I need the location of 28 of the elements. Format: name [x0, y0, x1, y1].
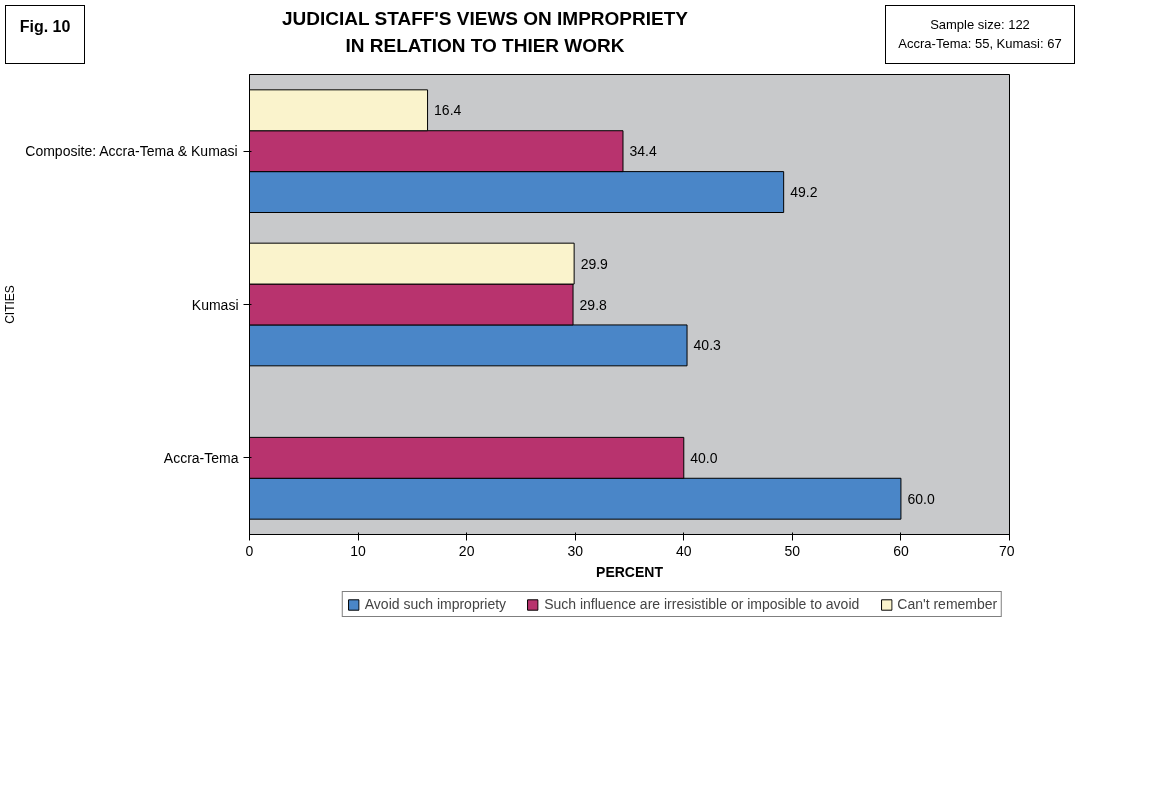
data-label: 16.4	[434, 102, 462, 119]
data-label: 34.4	[629, 143, 657, 160]
text: Accra-Tema: 55, Kumasi: 67	[898, 35, 1062, 51]
caption: Fig. 10	[19, 17, 71, 37]
x-axis-title: PERCENT	[596, 563, 664, 580]
chart-title: JUDICIAL STAFF'S VIEWS ON IMPROPRIETY IN RELATION TO THIER WORK	[281, 7, 688, 59]
data-label: 60.0	[907, 490, 935, 507]
data-label: 29.8	[579, 296, 608, 313]
x-tick-label: 50	[784, 542, 801, 559]
y-tick-label: Kumasi	[191, 296, 239, 313]
x-tick-label: 40	[676, 542, 692, 559]
legend-label: Can't remember	[897, 596, 998, 613]
x-tick-label: 60	[893, 542, 909, 559]
x-tick-label: 0	[245, 542, 254, 559]
y-tick-label: Accra-Tema	[163, 449, 239, 466]
x-tick-label: 20	[458, 542, 475, 559]
text: Sample size: 122	[930, 17, 1030, 32]
x-tick-label: 70	[998, 542, 1015, 559]
data-label: 40.3	[693, 337, 722, 354]
data-label: 29.9	[580, 255, 609, 272]
y-axis-title: CITIES	[3, 285, 18, 324]
legend-label: Such influence are irresistible or imposible to avoid	[544, 596, 860, 613]
data-label: 49.2	[790, 184, 818, 201]
x-tick-label: 10	[350, 542, 367, 559]
y-tick-label: Composite: Accra-Tema & Kumasi	[25, 143, 238, 160]
legend-label: Avoid such impropriety	[364, 596, 507, 613]
data-label: 40.0	[690, 449, 718, 466]
x-tick-label: 30	[567, 542, 584, 559]
